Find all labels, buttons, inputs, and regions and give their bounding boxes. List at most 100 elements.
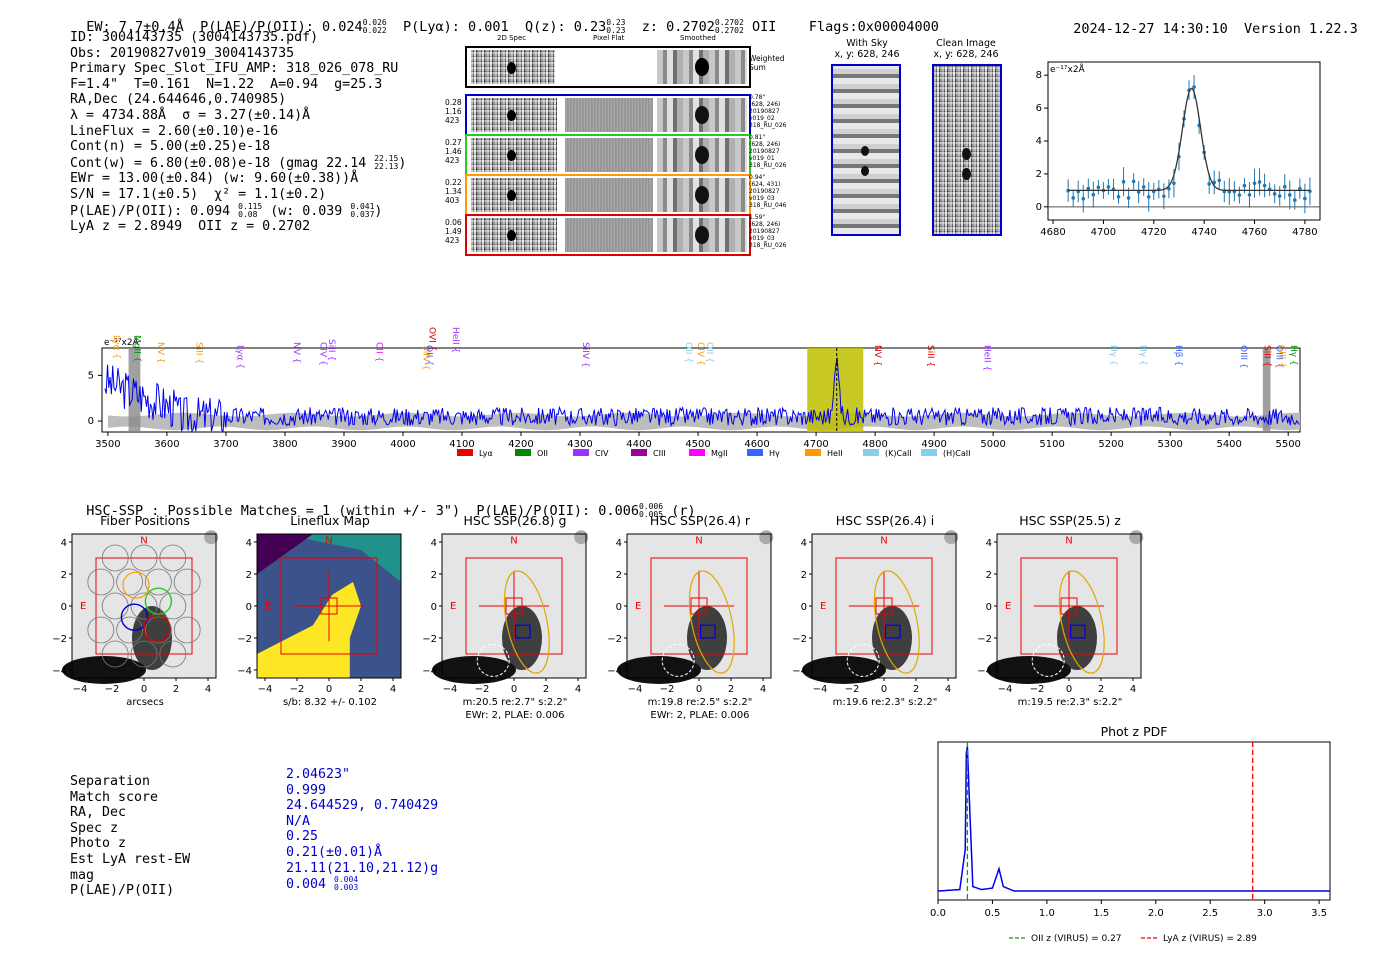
galaxy-blob-2 [432, 656, 516, 684]
spectrum-flux-line [104, 357, 1300, 433]
spectrum-xtick-label: 5500 [1275, 439, 1300, 450]
panel-xtick-label: 0 [881, 684, 887, 695]
selection-box [280, 557, 378, 655]
info-lineflux: LineFlux = 2.60(±0.10)e-16 [70, 123, 279, 139]
zoom-point [1162, 194, 1166, 199]
cutout-flat [565, 178, 653, 212]
match-value: 0.004 0.004 0.003 [286, 875, 359, 893]
panel-image: N E −4 −2 0 2 4 4 2 0 −2 −4 [977, 530, 1144, 695]
fiber-circle [159, 592, 187, 620]
cutout-row-left: 0.22 1.34 403 [445, 178, 462, 205]
spectrum-line-label: OVI { [427, 327, 437, 351]
panel-ytick-label: 2 [246, 570, 252, 581]
fiber-circle [145, 616, 172, 644]
zoom-point [1121, 179, 1126, 184]
zoom-point [1287, 193, 1292, 197]
cutout-row-right: 0.81" (628, 246) 20190827 v019_01 318_RU… [749, 134, 787, 169]
selection-box [95, 557, 193, 655]
spectrum-line-label: HeII { [981, 345, 991, 371]
photz-xtick-label: 3.0 [1257, 908, 1273, 919]
zoom-point [1303, 196, 1307, 201]
panel-title: Fiber Positions [100, 513, 190, 528]
cutout-row-right: 1.59" (628, 246) 20190827 v019_03 318_RU… [749, 214, 787, 249]
spectrum-line-label: Lyα { [111, 335, 121, 359]
spectrum-line-label: SiIV { [421, 345, 431, 371]
panel-xtick-label: −4 [628, 684, 643, 695]
fiber-blue [120, 603, 149, 631]
spectrum-line-label: NV { [872, 345, 882, 366]
with-sky-source-2 [861, 166, 869, 176]
zoom-fit-line [1068, 87, 1310, 192]
ew-value: EW: 7.7±0.4Å [86, 19, 184, 35]
panel-caption: m:20.5 re:2.7" s:2.2" [462, 697, 568, 708]
with-sky-image [831, 64, 901, 236]
cutout-row-left: 0.06 1.49 423 [445, 218, 462, 245]
panel-xtick-label: 2 [913, 684, 919, 695]
spectrum-legend-swatch [921, 449, 937, 456]
panel-xtick-label: −4 [73, 684, 88, 695]
galaxy-blob-2 [987, 656, 1071, 684]
cutout-source [507, 190, 516, 201]
info-radec: RA,Dec (24.644646,0.740985) [70, 92, 287, 108]
spectrum-line-label: HeII { [450, 327, 460, 353]
spectrum-xtick-label: 4600 [744, 439, 769, 450]
cutout-source [507, 110, 516, 121]
fiber-circle [159, 640, 187, 668]
spectrum-xtick-label: 3900 [331, 439, 356, 450]
fit-ellipse [873, 570, 920, 674]
fiber-circle [116, 616, 143, 644]
zoom-point [1252, 181, 1257, 186]
zoom-point [1192, 85, 1196, 89]
spectrum-legend-swatch [573, 449, 589, 456]
east-label: E [1005, 601, 1011, 612]
panel-xtick-label: −2 [1030, 684, 1045, 695]
timestamp-version: 2024-12-27 14:30:10 Version 1.22.3 [1057, 5, 1358, 37]
panel-xtick-label: 4 [945, 684, 951, 695]
match-label: RA, Dec [70, 805, 127, 821]
zoom-xtick-label: 4780 [1292, 227, 1317, 236]
panel-caption: arcsecs [126, 697, 164, 708]
cutout-row [465, 214, 751, 256]
panel-ytick-label: −4 [607, 666, 622, 677]
panel-ytick-label: 2 [431, 570, 437, 581]
spectrum-line-name: Hγ { [1138, 345, 1148, 366]
spectrum-line-label: Lyα { [235, 345, 245, 369]
zoom-ytick-label: 2 [1036, 169, 1042, 180]
match-label: Match score [70, 789, 159, 805]
selection-box [1020, 557, 1118, 655]
east-label: E [820, 601, 826, 612]
zoom-point [1237, 193, 1242, 197]
north-label: N [140, 536, 147, 547]
zoom-ylabel: e⁻¹⁷x2Å [1050, 63, 1086, 75]
cutout-flat [565, 98, 653, 132]
col-flat-title: Pixel Flat [593, 34, 625, 42]
fiber-circle [173, 568, 201, 596]
panel-ytick-label: −2 [52, 634, 67, 645]
fiber-green [144, 587, 173, 615]
fiber-red [143, 614, 171, 643]
center-box [875, 597, 893, 615]
plae-range: 0.026 0.022 [362, 18, 387, 35]
spectrum-line-label: SiIV { [580, 342, 590, 368]
spectrum-line-label: SiII { [193, 342, 203, 364]
galaxy-blob-2 [617, 656, 701, 684]
spectrum-line-name: OIII { [1273, 345, 1283, 369]
panel-xtick-label: −2 [290, 684, 305, 695]
match-box [884, 624, 901, 639]
spectrum-line-name: Hβ { [1173, 345, 1183, 366]
center-box [1060, 597, 1078, 615]
panel-xtick-label: −4 [998, 684, 1013, 695]
cutout-flat [565, 218, 653, 252]
match-label: Separation [70, 774, 151, 789]
info-id: ID: 3004143735 (3004143735.pdf) [70, 30, 319, 45]
zoom-ytick-label: 0 [1036, 202, 1042, 213]
match-label: Est LyA rest-EW [70, 851, 191, 867]
zoom-point [1293, 198, 1297, 202]
spectrum-ytick-label: 0 [88, 416, 94, 427]
spectrum-legend-swatch [747, 449, 763, 456]
fiber-circle [101, 544, 129, 572]
panel-ytick-label: −4 [977, 666, 992, 677]
panel-ytick-label: −2 [792, 634, 807, 645]
spectrum-xtick-label: 4900 [921, 439, 946, 450]
zoom-point [1091, 192, 1096, 197]
